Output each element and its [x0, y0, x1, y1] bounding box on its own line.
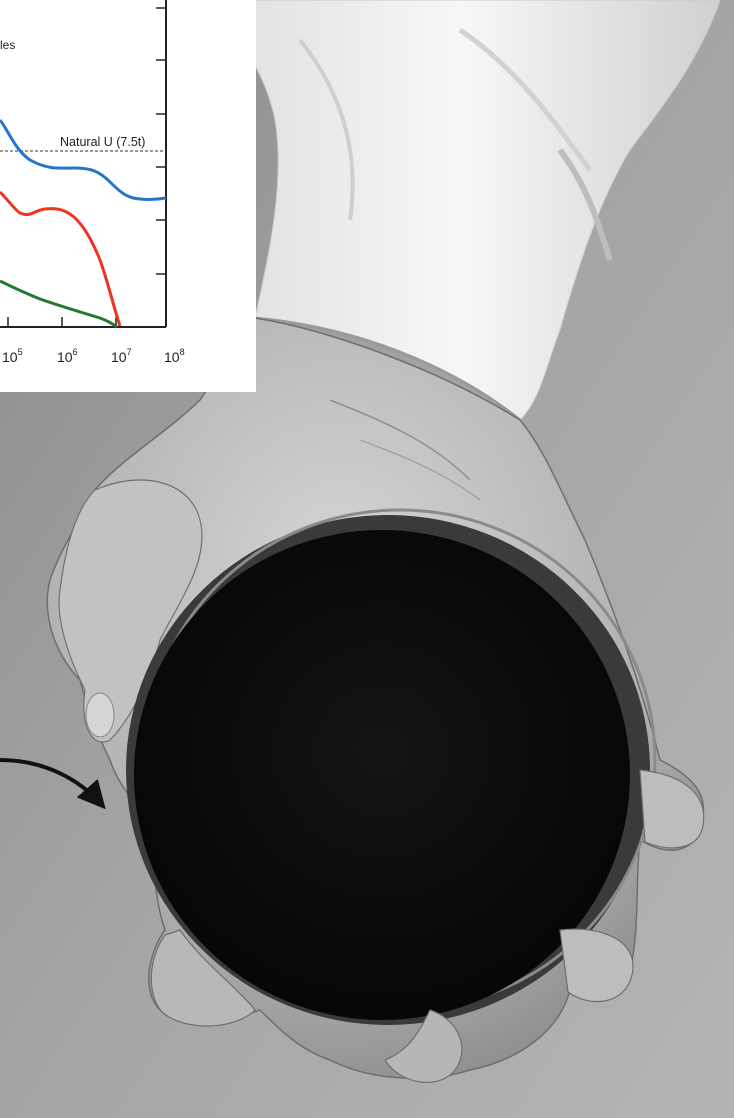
x-tick-labels: 105 106 107 108: [2, 347, 185, 365]
sleeve-fold-3: [557, 148, 613, 261]
legend-fragment: les: [0, 38, 15, 52]
thumb: [58, 479, 203, 743]
x-tick-label: 106: [57, 347, 78, 365]
thumbnail: [85, 692, 115, 738]
chart: Natural U (7.5t) les 105 106 107 108: [0, 0, 256, 392]
black-disc: [134, 530, 630, 1020]
finger-ring: [384, 1009, 463, 1083]
sleeve-cuff-edge: [254, 316, 521, 422]
palm-crease-1: [329, 399, 471, 481]
right-axis-ticks: [156, 7, 166, 275]
pointer-arrow: [0, 758, 106, 810]
sleeve-fold-1: [298, 38, 355, 221]
series-red-line: [0, 190, 122, 327]
palm-crease-2: [359, 439, 481, 501]
series-blue-line: [0, 119, 167, 201]
x-tick-label: 107: [111, 347, 132, 365]
chart-panel: Natural U (7.5t) les 105 106 107 108: [0, 0, 256, 392]
sleeve-fold-2: [458, 27, 593, 172]
reference-line-label: Natural U (7.5t): [60, 135, 145, 149]
finger-index: [639, 769, 705, 849]
x-tick-label: 105: [2, 347, 23, 365]
x-tick-label: 108: [164, 347, 185, 365]
finger-middle: [559, 928, 634, 1003]
series-green-line: [0, 279, 118, 329]
finger-little: [150, 929, 256, 1027]
